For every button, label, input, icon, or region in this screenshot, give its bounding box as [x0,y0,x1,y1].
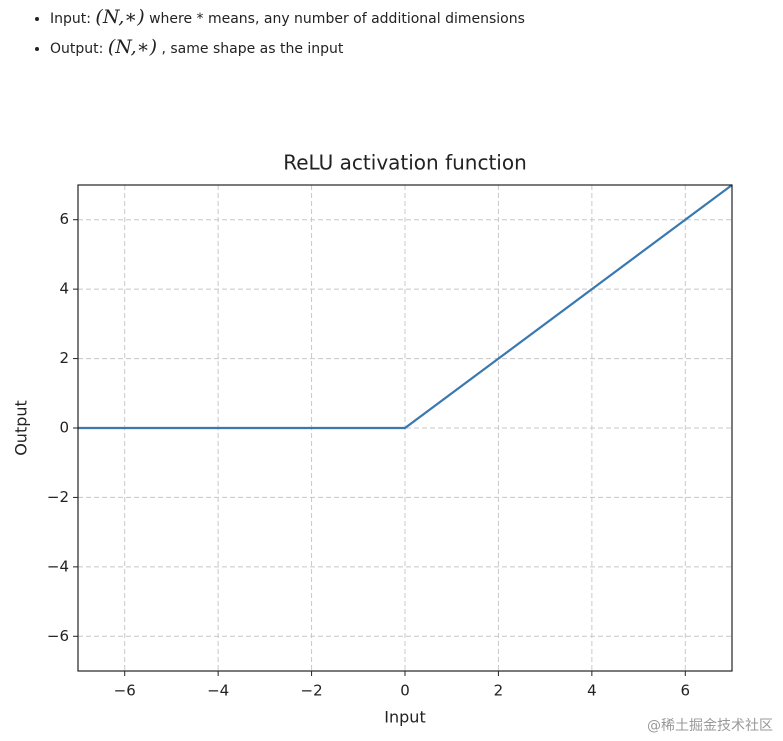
x-tick-label: 2 [494,682,504,700]
bullet: Output: (N,∗) , same shape as the input [50,32,525,62]
line [78,184,733,430]
math: (N,∗) [95,6,145,28]
x-tick-label: −4 [207,682,229,700]
y-tick-label: −2 [47,488,69,506]
bullet: Input: (N,∗) where * means, any number o… [50,2,525,32]
bullet-text: where * means, any number of additional … [149,11,525,27]
plot-frame [77,184,733,672]
math: (N,∗) [107,36,158,58]
chart-title: ReLU activation function [283,151,527,175]
y-tick-label: −4 [47,557,69,575]
y-tick-label: 2 [59,349,69,367]
x-tick-label: −2 [301,682,323,700]
bullet-list: Input: (N,∗) where * means, any number o… [28,2,525,62]
y-axis-label: Output [12,400,31,456]
watermark: @稀土掘金技术社区 [647,718,773,734]
x-tick-label: 0 [400,682,410,700]
bullet-lead: Input: [50,11,91,27]
y-tick-label: 0 [59,419,69,437]
y-tick-label: −6 [47,627,69,645]
bullet-lead: Output: [50,41,104,57]
x-tick-label: 4 [587,682,597,700]
bullet-text: , same shape as the input [161,41,344,57]
x-tick-label: 6 [681,682,691,700]
y-tick-label: 6 [59,210,69,228]
x-axis-label: Input [384,708,425,727]
y-tick-label: 4 [59,280,69,298]
x-tick-label: −6 [114,682,136,700]
